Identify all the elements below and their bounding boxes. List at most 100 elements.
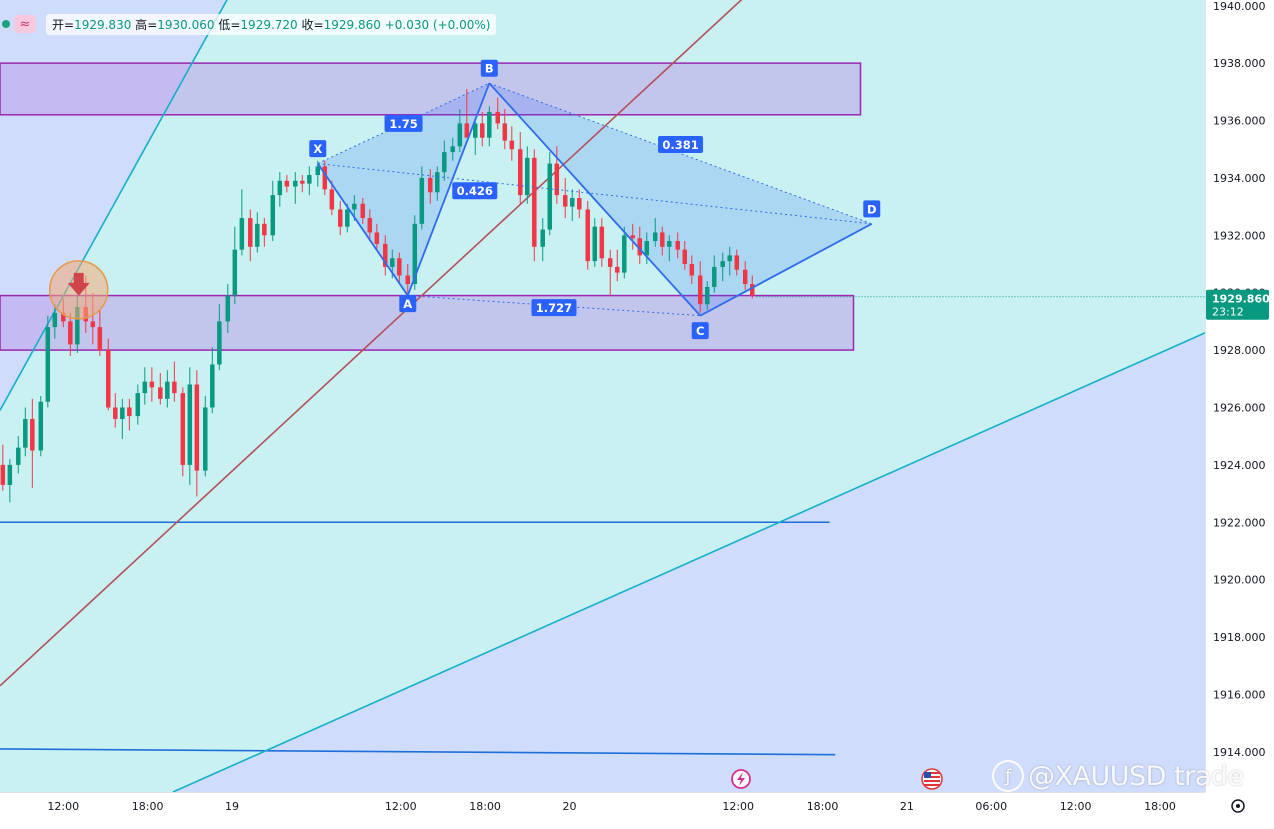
candle xyxy=(270,180,276,242)
candle xyxy=(52,304,58,339)
pattern-point-d: D xyxy=(863,200,881,218)
close-label: 收 xyxy=(301,17,314,32)
candle-body xyxy=(203,407,208,471)
candle-body xyxy=(577,198,582,210)
time-tick-label: 19 xyxy=(225,800,239,813)
candle xyxy=(120,398,125,440)
us-flag-event-icon[interactable] xyxy=(921,768,943,790)
harmonic-pattern-fill[interactable] xyxy=(317,83,872,316)
candle xyxy=(338,200,343,236)
candle xyxy=(248,209,253,262)
harmonic-ratio-line-0[interactable] xyxy=(317,82,490,165)
candle-body xyxy=(97,327,103,351)
candle-body xyxy=(644,241,650,256)
candle-body xyxy=(210,364,215,408)
candle-body xyxy=(689,264,695,276)
candle-body xyxy=(16,447,21,465)
channel-lower-region xyxy=(0,332,1205,792)
candle-body xyxy=(38,401,44,451)
candle xyxy=(142,367,148,405)
price-tick-label: 1940.000 xyxy=(1213,0,1266,13)
drawing-lines[interactable] xyxy=(0,0,1205,792)
low-label: 低 xyxy=(218,17,231,32)
trendline-red-0[interactable] xyxy=(0,0,769,687)
pattern-point-x-text: X xyxy=(313,142,322,156)
candle-body xyxy=(562,195,568,207)
candle-body xyxy=(473,123,478,138)
ratio-label-xb: 1.75 xyxy=(384,114,423,132)
time-tick-label: 12:00 xyxy=(385,800,417,813)
candle xyxy=(203,396,208,477)
candle-body xyxy=(113,407,118,419)
candle xyxy=(345,203,350,233)
candle-body xyxy=(262,223,267,236)
candle xyxy=(517,132,523,204)
price-tick-label: 1934.000 xyxy=(1213,172,1266,185)
watermark: ƒ @XAUUSD trade xyxy=(992,760,1244,792)
candle-body xyxy=(180,393,186,465)
time-tick-label: 18:00 xyxy=(807,800,839,813)
candle xyxy=(165,370,170,408)
supply-demand-zones[interactable] xyxy=(0,62,862,351)
zone-rect-0[interactable] xyxy=(0,62,862,116)
wave-icon[interactable]: ≈ xyxy=(14,15,36,33)
candle xyxy=(675,232,680,259)
ratio-label-ac: 0.426 xyxy=(452,182,498,200)
candle-body xyxy=(742,269,748,285)
candle-body xyxy=(450,146,456,153)
time-tick-label: 12:00 xyxy=(1060,800,1092,813)
candle xyxy=(547,152,553,236)
ohlc-legend: ≈ 开=1929.830 高=1930.060 低=1929.720 收=192… xyxy=(0,10,497,38)
candle xyxy=(360,198,366,224)
zone-rect-1[interactable] xyxy=(0,294,855,351)
candle xyxy=(367,209,373,242)
candle-body xyxy=(45,327,51,402)
harmonic-leg-3[interactable] xyxy=(699,223,873,317)
candle-body xyxy=(61,312,66,322)
price-tick-label: 1914.000 xyxy=(1213,746,1266,759)
pattern-point-b: B xyxy=(480,59,498,77)
candle xyxy=(16,436,21,474)
price-tick-label: 1928.000 xyxy=(1213,344,1266,357)
pattern-point-d-text: D xyxy=(867,202,877,216)
pattern-point-a-text: A xyxy=(403,297,412,311)
harmonic-leg-0[interactable] xyxy=(317,163,409,297)
harmonic-bcd-triangle[interactable] xyxy=(489,83,872,316)
candle xyxy=(554,146,560,204)
chart-markers[interactable] xyxy=(48,260,943,790)
sell-arrow-marker[interactable] xyxy=(48,260,109,320)
candle-body xyxy=(0,464,6,485)
candle-body xyxy=(615,266,620,273)
candle xyxy=(592,218,598,267)
harmonic-xab-triangle[interactable] xyxy=(317,83,490,296)
candle-body xyxy=(120,407,125,419)
pattern-point-a: A xyxy=(399,295,417,313)
ratio-label-ac-bg xyxy=(452,182,498,200)
pattern-point-b-text: B xyxy=(485,62,494,76)
candle xyxy=(705,281,710,310)
candle xyxy=(225,284,231,333)
lightning-event-icon[interactable] xyxy=(731,769,751,789)
candle xyxy=(435,166,440,201)
candle-body xyxy=(547,163,553,230)
trendline-cyan-1[interactable] xyxy=(0,0,271,411)
candle xyxy=(307,166,312,196)
settings-gear-icon[interactable] xyxy=(1231,799,1245,813)
horizontal-line-1[interactable] xyxy=(0,748,836,756)
market-status-dot xyxy=(2,20,10,28)
candle xyxy=(637,226,643,264)
harmonic-leg-1[interactable] xyxy=(406,82,491,296)
candle-body xyxy=(622,235,627,273)
pattern-point-c-text: C xyxy=(696,324,704,338)
price-tick-label: 1918.000 xyxy=(1213,631,1266,644)
harmonic-leg-2[interactable] xyxy=(488,82,701,317)
candle xyxy=(630,223,635,250)
trendline-cyan-2[interactable] xyxy=(172,332,1205,792)
candle xyxy=(509,126,515,161)
candle-body xyxy=(592,226,598,262)
candle-body xyxy=(652,232,658,242)
axes[interactable]: 1914.000 1916.000 1918.000 1920.000 1922.000… xyxy=(0,0,1270,813)
